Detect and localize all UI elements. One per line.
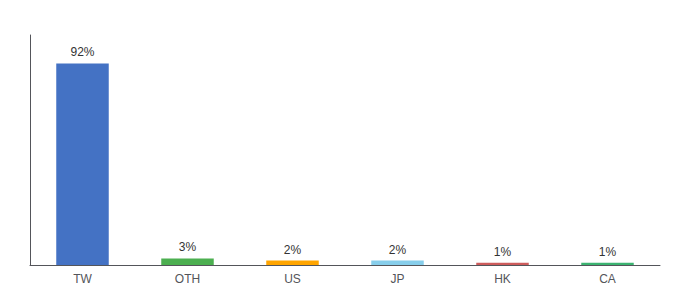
svg-text:HK: HK	[494, 272, 511, 286]
svg-text:JP: JP	[390, 272, 404, 286]
svg-text:1%: 1%	[494, 245, 512, 259]
svg-text:CA: CA	[599, 272, 616, 286]
svg-text:3%: 3%	[179, 240, 197, 254]
svg-text:2%: 2%	[389, 243, 407, 257]
svg-text:US: US	[284, 272, 301, 286]
svg-text:92%: 92%	[70, 45, 94, 59]
svg-text:TW: TW	[73, 272, 92, 286]
svg-text:OTH: OTH	[175, 272, 200, 286]
svg-text:2%: 2%	[284, 243, 302, 257]
svg-text:1%: 1%	[599, 245, 617, 259]
